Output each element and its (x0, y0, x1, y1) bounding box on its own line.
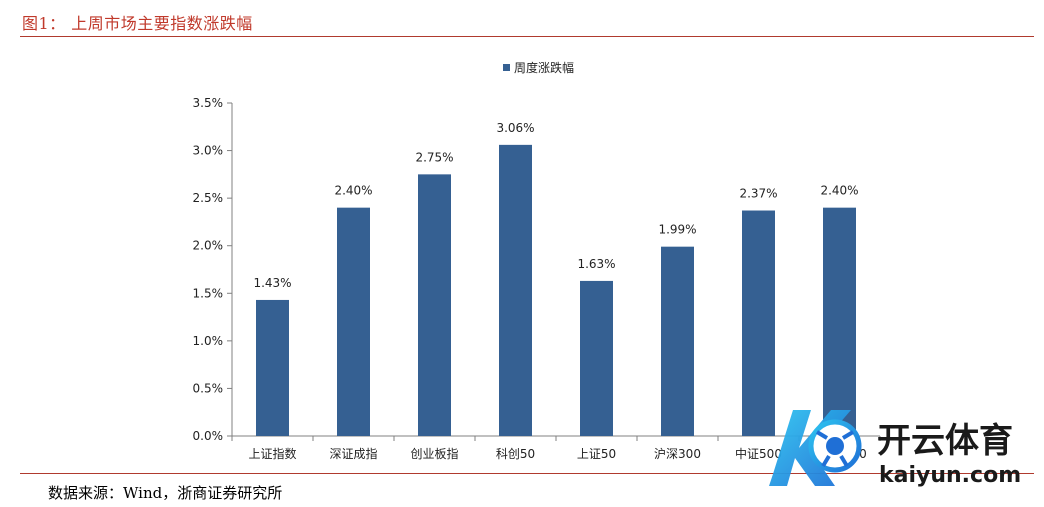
category-label: 上证50 (577, 447, 616, 461)
data-label: 2.40% (334, 184, 372, 198)
category-label: 中证500 (735, 446, 782, 461)
category-label: 创业板指 (410, 446, 458, 461)
bar (661, 246, 694, 436)
legend-swatch (503, 64, 510, 71)
bar (337, 207, 370, 436)
y-tick-label: 1.5% (193, 286, 224, 300)
bar (418, 174, 451, 436)
data-label: 2.40% (820, 184, 858, 198)
y-tick-label: 3.0% (193, 144, 224, 158)
category-label: 上证指数 (248, 446, 296, 461)
y-tick-label: 2.0% (193, 239, 224, 253)
footer-rule (20, 473, 1034, 474)
data-label: 1.99% (658, 223, 696, 237)
bar (742, 210, 775, 436)
bar (499, 144, 532, 436)
y-tick-label: 2.5% (193, 191, 224, 205)
data-label: 2.37% (739, 187, 777, 201)
watermark-brand: 开云体育 (877, 421, 1013, 461)
category-label: 科创50 (496, 447, 535, 461)
data-label: 1.43% (253, 276, 291, 290)
category-label: 沪深300 (654, 447, 701, 461)
legend-label: 周度涨跌幅 (514, 60, 574, 75)
y-tick-label: 0.0% (193, 429, 224, 443)
y-tick-label: 3.5% (193, 96, 224, 110)
data-label: 1.63% (577, 257, 615, 271)
data-label: 3.06% (496, 121, 534, 135)
source-note: 数据来源：Wind，浙商证券研究所 (48, 484, 283, 502)
figure-title: 图1： 上周市场主要指数涨跌幅 (22, 14, 253, 33)
y-tick-label: 1.0% (193, 334, 224, 348)
watermark-domain: kaiyun.com (879, 463, 1021, 488)
bar (256, 299, 289, 436)
bar (823, 207, 856, 436)
bar (580, 280, 613, 436)
data-label: 2.75% (415, 150, 453, 164)
category-label: 深证成指 (329, 446, 377, 461)
y-tick-label: 0.5% (193, 381, 224, 395)
title-rule (20, 36, 1034, 37)
brand-watermark-logo: 开云体育 kaiyun.com (769, 410, 1021, 488)
